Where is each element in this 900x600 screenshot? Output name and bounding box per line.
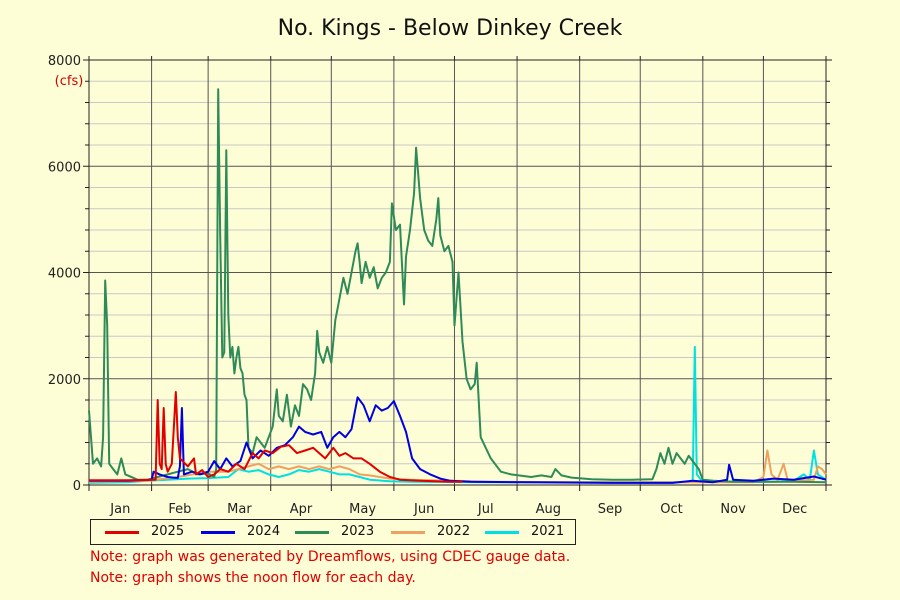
note-noon-flow: Note: graph shows the noon flow for each… xyxy=(90,570,416,586)
series-layer xyxy=(88,88,827,484)
series-line-2024 xyxy=(89,396,827,484)
legend-label-2023: 2023 xyxy=(341,524,375,539)
series-line-2022 xyxy=(88,449,827,484)
x-tick-label: May xyxy=(349,502,376,517)
y-tick-label: 8000 xyxy=(48,54,81,69)
x-tick-label: Aug xyxy=(536,502,561,517)
legend-swatch-2025 xyxy=(105,531,139,534)
y-tick-label: 2000 xyxy=(48,373,81,388)
x-tick-label: Nov xyxy=(720,502,746,517)
y-tick-labels: 0 2000 4000 6000 8000 xyxy=(48,54,81,494)
legend: 2025 2024 2023 2022 2021 xyxy=(90,519,576,545)
y-tick-label: 4000 xyxy=(48,267,81,282)
x-tick-label: Dec xyxy=(782,502,807,517)
x-tick-label: Jul xyxy=(477,502,494,517)
legend-swatch-2023 xyxy=(295,531,329,534)
x-tick-label: Jan xyxy=(109,502,130,517)
x-tick-label: Feb xyxy=(168,502,191,517)
legend-swatch-2021 xyxy=(485,531,519,534)
legend-swatch-2022 xyxy=(391,531,425,534)
legend-swatch-2024 xyxy=(201,531,235,534)
x-tick-label: Mar xyxy=(227,502,252,517)
series-line-2025 xyxy=(89,391,463,483)
y-tick-label: 6000 xyxy=(48,160,81,175)
x-tick-label: Apr xyxy=(290,502,313,517)
y-tick-label: 0 xyxy=(73,479,81,494)
x-tick-label: Oct xyxy=(660,502,682,517)
x-tick-labels: Jan Feb Mar Apr May Jun Jul Aug Sep Oct Nov Dec xyxy=(109,502,807,517)
legend-label-2022: 2022 xyxy=(437,524,471,539)
legend-label-2024: 2024 xyxy=(247,524,281,539)
chart-title: No. Kings - Below Dinkey Creek xyxy=(278,16,623,41)
series-line-2021 xyxy=(88,345,827,484)
axis-ticks xyxy=(83,56,832,491)
legend-label-2025: 2025 xyxy=(151,524,185,539)
x-tick-label: Jun xyxy=(413,502,434,517)
note-source: Note: graph was generated by Dreamflows,… xyxy=(90,549,571,565)
y-unit-label: (cfs) xyxy=(55,74,84,89)
series-line-2023 xyxy=(88,88,827,484)
legend-label-2021: 2021 xyxy=(531,524,565,539)
month-grid-lines xyxy=(151,60,764,485)
x-tick-label: Sep xyxy=(598,502,623,517)
